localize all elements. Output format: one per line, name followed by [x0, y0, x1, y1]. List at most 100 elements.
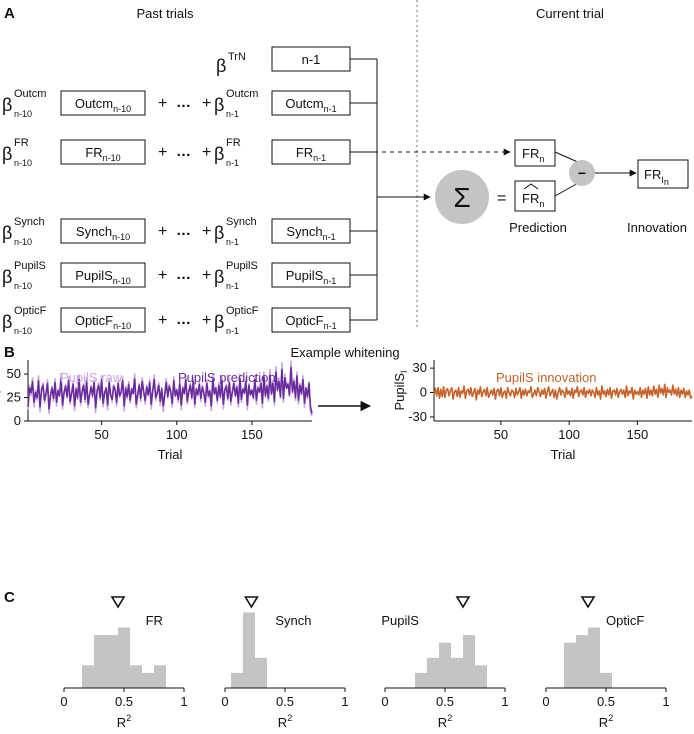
beta-near-sup: Synch — [226, 216, 257, 228]
legend-entry: PupilS raw — [60, 370, 123, 385]
x-tick-label: 0 — [60, 694, 67, 709]
plus-sign: + — [158, 267, 167, 284]
fri-box — [637, 159, 689, 189]
histogram-fr: 0 0.5 1 R2 FR — [60, 596, 188, 730]
far-box — [60, 139, 146, 165]
beta-far-sup: OpticF — [14, 305, 47, 317]
hat-icon — [523, 183, 539, 190]
y-tick-label: -30 — [408, 409, 427, 424]
far-box — [60, 307, 146, 333]
hist-bar — [255, 657, 267, 688]
beta-far-sub: n-10 — [14, 281, 32, 291]
beta-far-sub: n-10 — [14, 158, 32, 168]
x-tick-label: 0.5 — [276, 694, 294, 709]
x-tick-label: 0.5 — [597, 694, 615, 709]
y-tick-label: 0 — [14, 413, 21, 428]
series-line-pupils-prediction — [27, 366, 313, 414]
x-tick-label: 150 — [241, 427, 263, 442]
y-axis-label: PupilSI — [392, 370, 409, 410]
y-tick-label: 25 — [7, 390, 21, 405]
near-box — [271, 262, 351, 288]
beta-near: β — [214, 267, 224, 287]
panel-b-label: B — [4, 344, 15, 361]
beta-near: β — [214, 144, 224, 164]
histogram-title: FR — [146, 613, 163, 628]
beta-far-sup: FR — [14, 137, 29, 149]
ellipsis: … — [176, 311, 191, 328]
connector-lines — [350, 58, 431, 321]
plus-sign: + — [158, 312, 167, 329]
r2-histograms: 0 0.5 1 R2 FR 0 0.5 1 R2 Synch 0 0.5 1 R2 PupilS 0 0.5 1 R… — [60, 596, 670, 730]
x-tick-label: 1 — [341, 694, 348, 709]
beta-near-sup: Outcm — [226, 88, 258, 100]
beta-near-sub: n-1 — [226, 281, 239, 291]
hist-bar — [427, 657, 439, 688]
x-axis-label: Trial — [158, 447, 183, 462]
plus-sign: + — [202, 267, 211, 284]
hist-bar — [463, 635, 475, 688]
legend-entry: PupilS innovation — [496, 370, 596, 385]
hist-bar — [94, 635, 106, 688]
y-tick-label: 0 — [420, 385, 427, 400]
near-box-label: Synchn-1 — [286, 224, 335, 242]
innovation-label: Innovation — [627, 220, 687, 235]
hist-bar — [106, 635, 118, 688]
fr-prediction-label: FRn — [522, 191, 544, 209]
fr-to-minus-line — [554, 151, 581, 164]
beta-far: β — [2, 144, 12, 164]
far-box — [60, 90, 146, 116]
beta-near-sup: OpticF — [226, 305, 259, 317]
x-tick-label: 50 — [494, 427, 508, 442]
beta-far: β — [2, 223, 12, 243]
trn-box-label: n-1 — [302, 52, 321, 67]
x-axis-label: R2 — [117, 713, 131, 730]
hist-bar — [243, 612, 255, 688]
x-tick-label: 100 — [558, 427, 580, 442]
x-axis-label: R2 — [438, 713, 452, 730]
hist-bar — [142, 672, 154, 688]
hist-bar — [118, 627, 130, 688]
series-line-pupils-innovation — [433, 383, 693, 401]
y-tick-label: 30 — [413, 360, 427, 375]
x-axis-label: R2 — [278, 713, 292, 730]
x-tick-label: 0 — [381, 694, 388, 709]
beta-far-sup: PupilS — [14, 260, 46, 272]
near-box — [271, 307, 351, 333]
beta-far-sub: n-10 — [14, 237, 32, 247]
sum-symbol: Σ — [453, 182, 470, 213]
beta-near-sub: n-1 — [226, 109, 239, 119]
innovation-chart: 30 0 -30 50 100 150 Trial PupilSI PupilS innovat… — [392, 360, 693, 462]
x-tick-label: 1 — [180, 694, 187, 709]
beta-far-sup: Outcm — [14, 88, 46, 100]
beta-far: β — [2, 312, 12, 332]
far-box-label: Synchn-10 — [76, 224, 130, 242]
hist-bar — [475, 665, 487, 688]
hist-bar — [231, 672, 243, 688]
histogram-synch: 0 0.5 1 R2 Synch — [221, 596, 349, 730]
y-tick-label: 50 — [7, 366, 21, 381]
ellipsis: … — [176, 266, 191, 283]
hist-bar — [576, 635, 588, 688]
histogram-title: PupilS — [381, 613, 419, 628]
x-axis-label: R2 — [599, 713, 613, 730]
near-box — [271, 218, 351, 244]
beta-far: β — [2, 267, 12, 287]
current-trial-title: Current trial — [536, 6, 604, 21]
hist-bar — [600, 672, 612, 688]
hist-bar — [564, 642, 576, 688]
far-box-label: PupilSn-10 — [75, 268, 131, 286]
sum-circle — [435, 170, 489, 224]
x-tick-label: 150 — [627, 427, 649, 442]
far-box — [60, 262, 146, 288]
median-marker-icon — [243, 596, 259, 609]
beta-near-sub: n-1 — [226, 158, 239, 168]
median-marker-icon — [580, 596, 596, 609]
beta-near: β — [214, 312, 224, 332]
histogram-opticf: 0 0.5 1 R2 OpticF — [542, 596, 670, 730]
hist-bar — [439, 642, 451, 688]
far-box — [60, 218, 146, 244]
